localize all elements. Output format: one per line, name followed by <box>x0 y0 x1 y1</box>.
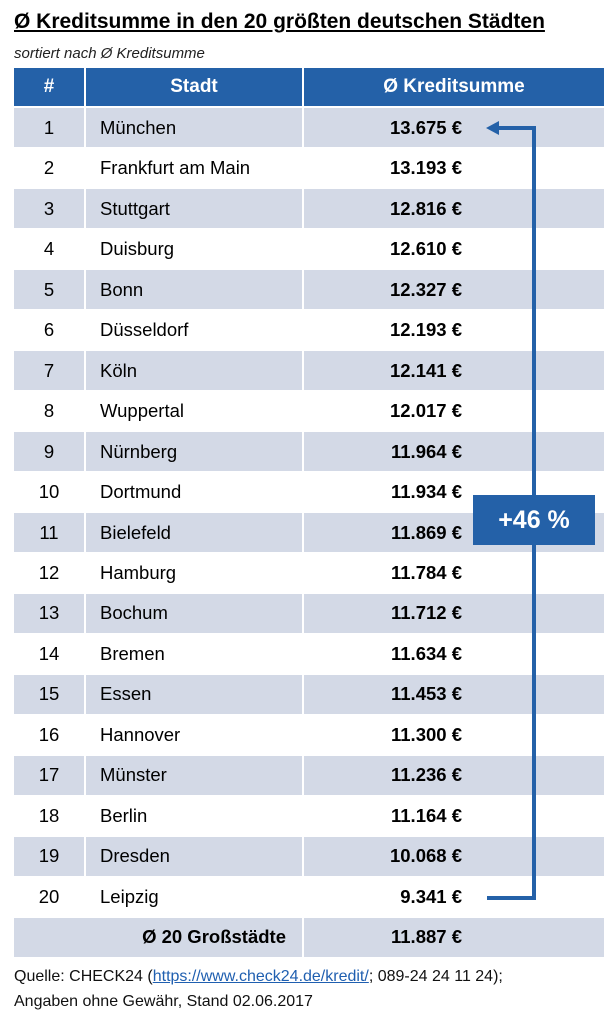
city-cell: Münster <box>86 756 302 795</box>
city-cell: Hannover <box>86 715 302 755</box>
amount-cell: 11.634 € <box>304 634 604 674</box>
city-cell: Dresden <box>86 837 302 876</box>
table-row: 3 Stuttgart 12.816 € <box>14 189 604 228</box>
source-prefix: Quelle: CHECK24 ( <box>14 968 153 985</box>
amount-cell: 12.816 € <box>304 189 604 228</box>
amount-cell: 11.300 € <box>304 715 604 755</box>
city-cell: Stuttgart <box>86 189 302 228</box>
rank-cell: 17 <box>14 756 84 795</box>
source-line-1: Quelle: CHECK24 (https://www.check24.de/… <box>14 964 604 989</box>
amount-cell: 11.964 € <box>304 432 604 471</box>
average-label: Ø 20 Großstädte <box>14 918 302 957</box>
city-cell: Essen <box>86 675 302 714</box>
city-cell: Leipzig <box>86 877 302 917</box>
chart-subtitle: sortiert nach Ø Kreditsumme <box>14 45 205 62</box>
rank-cell: 18 <box>14 796 84 836</box>
amount-cell: 10.068 € <box>304 837 604 876</box>
rank-cell: 15 <box>14 675 84 714</box>
table-row: 8 Wuppertal 12.017 € <box>14 391 604 431</box>
city-cell: Bielefeld <box>86 513 302 552</box>
table-header-row: # Stadt Ø Kreditsumme <box>14 68 604 107</box>
amount-cell: 13.675 € <box>304 108 604 147</box>
amount-cell: 11.164 € <box>304 796 604 836</box>
amount-cell: 12.327 € <box>304 270 604 309</box>
table-row: 17 Münster 11.236 € <box>14 756 604 795</box>
rank-cell: 4 <box>14 229 84 269</box>
table-row: 18 Berlin 11.164 € <box>14 796 604 836</box>
header-amount: Ø Kreditsumme <box>304 68 604 107</box>
chart-title: Ø Kreditsumme in den 20 größten deutsche… <box>14 10 545 33</box>
rank-cell: 2 <box>14 148 84 188</box>
table-row: 10 Dortmund 11.934 € <box>14 472 604 512</box>
rank-cell: 1 <box>14 108 84 147</box>
amount-cell: 11.712 € <box>304 594 604 633</box>
table-row: 7 Köln 12.141 € <box>14 351 604 390</box>
rank-cell: 3 <box>14 189 84 228</box>
city-cell: Duisburg <box>86 229 302 269</box>
amount-cell: 9.341 € <box>304 877 604 917</box>
amount-cell: 11.784 € <box>304 553 604 593</box>
source-suffix: ; 089-24 24 11 24); <box>368 968 503 985</box>
rank-cell: 5 <box>14 270 84 309</box>
table-row: 6 Düsseldorf 12.193 € <box>14 310 604 350</box>
amount-cell: 11.453 € <box>304 675 604 714</box>
table-row: 5 Bonn 12.327 € <box>14 270 604 309</box>
rank-cell: 12 <box>14 553 84 593</box>
table-row: 14 Bremen 11.634 € <box>14 634 604 674</box>
city-cell: Bochum <box>86 594 302 633</box>
table-row: 16 Hannover 11.300 € <box>14 715 604 755</box>
rank-cell: 9 <box>14 432 84 471</box>
amount-cell: 12.193 € <box>304 310 604 350</box>
header-city: Stadt <box>86 68 302 107</box>
city-cell: Dortmund <box>86 472 302 512</box>
rank-cell: 14 <box>14 634 84 674</box>
rank-cell: 7 <box>14 351 84 390</box>
table-row: 20 Leipzig 9.341 € <box>14 877 604 917</box>
table-row: 4 Duisburg 12.610 € <box>14 229 604 269</box>
city-cell: München <box>86 108 302 147</box>
percentage-badge: +46 % <box>473 495 595 545</box>
city-cell: Nürnberg <box>86 432 302 471</box>
table-row: 15 Essen 11.453 € <box>14 675 604 714</box>
city-cell: Wuppertal <box>86 391 302 431</box>
table-body: 1 München 13.675 €2 Frankfurt am Main 13.193… <box>14 108 604 917</box>
table-row: 1 München 13.675 € <box>14 108 604 147</box>
rank-cell: 19 <box>14 837 84 876</box>
amount-cell: 11.236 € <box>304 756 604 795</box>
table-row: 12 Hamburg 11.784 € <box>14 553 604 593</box>
source-link[interactable]: https://www.check24.de/kredit/ <box>152 968 369 985</box>
source-note: Quelle: CHECK24 (https://www.check24.de/… <box>14 964 604 1014</box>
average-row: Ø 20 Großstädte 11.887 € <box>14 918 604 957</box>
amount-cell: 12.141 € <box>304 351 604 390</box>
table-row: 19 Dresden 10.068 € <box>14 837 604 876</box>
amount-cell: 13.193 € <box>304 148 604 188</box>
amount-cell: 11.934 € <box>304 472 604 512</box>
rank-cell: 13 <box>14 594 84 633</box>
rank-cell: 8 <box>14 391 84 431</box>
amount-cell: 12.610 € <box>304 229 604 269</box>
city-cell: Berlin <box>86 796 302 836</box>
source-line-2: Angaben ohne Gewähr, Stand 02.06.2017 <box>14 993 313 1010</box>
rank-cell: 10 <box>14 472 84 512</box>
table-row: 9 Nürnberg 11.964 € <box>14 432 604 471</box>
city-cell: Hamburg <box>86 553 302 593</box>
average-value: 11.887 € <box>304 918 604 957</box>
header-rank: # <box>14 68 84 107</box>
city-cell: Bonn <box>86 270 302 309</box>
rank-cell: 16 <box>14 715 84 755</box>
city-cell: Frankfurt am Main <box>86 148 302 188</box>
table-row: 13 Bochum 11.712 € <box>14 594 604 633</box>
rank-cell: 6 <box>14 310 84 350</box>
rank-cell: 11 <box>14 513 84 552</box>
amount-cell: 12.017 € <box>304 391 604 431</box>
table-row: 2 Frankfurt am Main 13.193 € <box>14 148 604 188</box>
rank-cell: 20 <box>14 877 84 917</box>
city-cell: Bremen <box>86 634 302 674</box>
city-cell: Düsseldorf <box>86 310 302 350</box>
ranking-table: # Stadt Ø Kreditsumme 1 München 13.675 €2 F… <box>14 68 604 959</box>
city-cell: Köln <box>86 351 302 390</box>
